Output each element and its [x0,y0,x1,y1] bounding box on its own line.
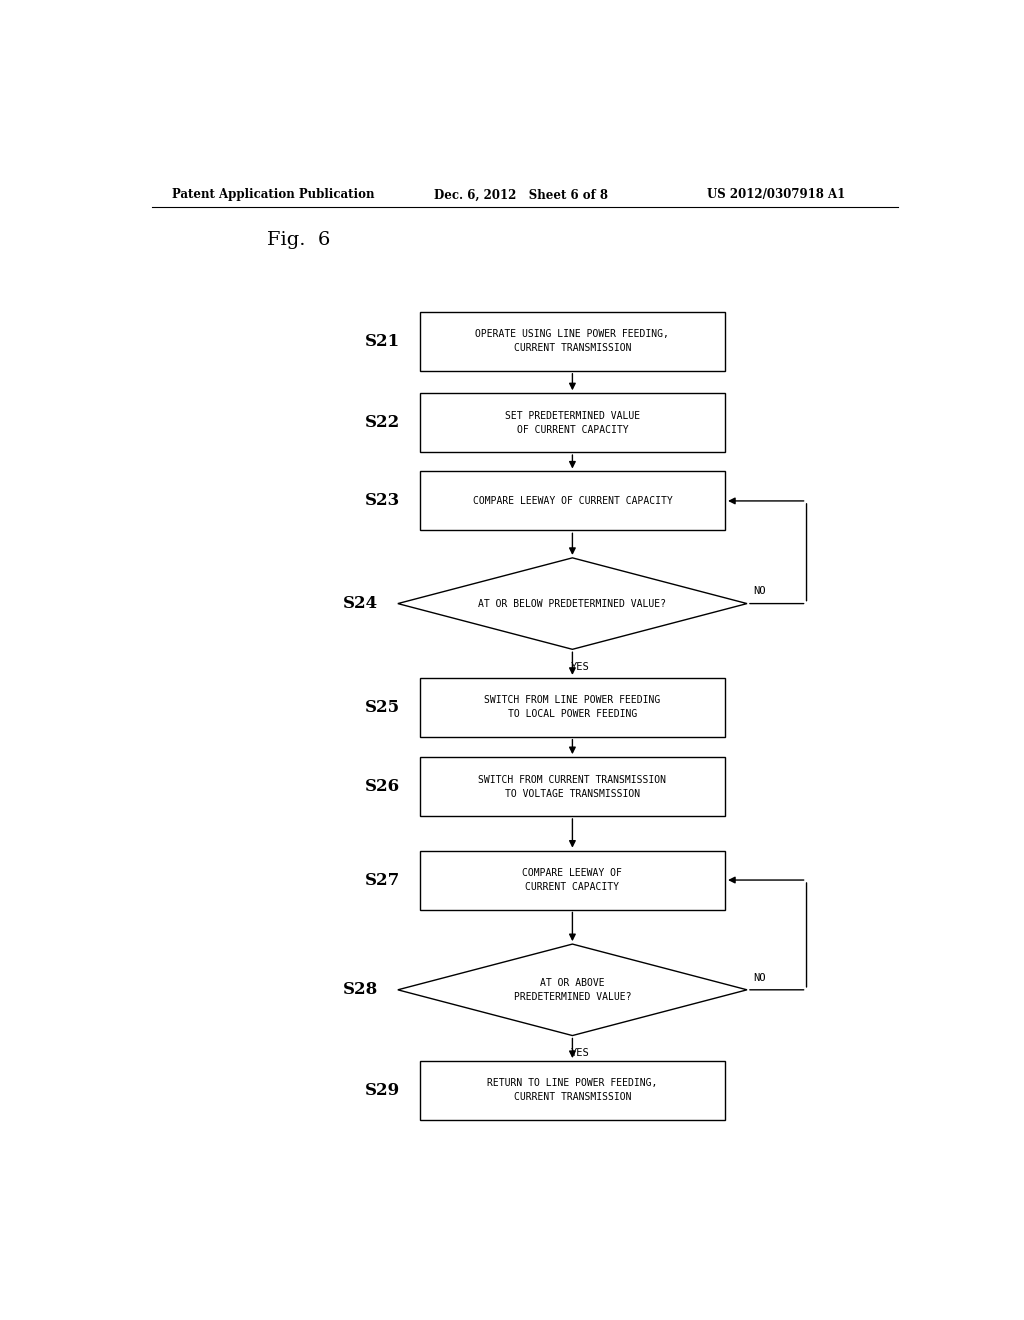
Text: S26: S26 [365,777,399,795]
Text: Dec. 6, 2012   Sheet 6 of 8: Dec. 6, 2012 Sheet 6 of 8 [433,189,607,202]
FancyBboxPatch shape [420,677,725,737]
FancyBboxPatch shape [420,393,725,453]
Text: NO: NO [754,973,766,982]
Text: S21: S21 [365,333,399,350]
Text: Fig.  6: Fig. 6 [267,231,331,248]
Text: S29: S29 [365,1082,399,1100]
FancyBboxPatch shape [420,471,725,531]
Text: S23: S23 [365,492,399,510]
Text: OPERATE USING LINE POWER FEEDING,
CURRENT TRANSMISSION: OPERATE USING LINE POWER FEEDING, CURREN… [475,330,670,354]
Text: Patent Application Publication: Patent Application Publication [172,189,374,202]
Text: COMPARE LEEWAY OF
CURRENT CAPACITY: COMPARE LEEWAY OF CURRENT CAPACITY [522,869,623,892]
Text: S22: S22 [365,414,399,432]
Text: SET PREDETERMINED VALUE
OF CURRENT CAPACITY: SET PREDETERMINED VALUE OF CURRENT CAPAC… [505,411,640,434]
Text: YES: YES [571,1048,590,1057]
Text: NO: NO [754,586,766,597]
Text: US 2012/0307918 A1: US 2012/0307918 A1 [708,189,846,202]
Text: S24: S24 [343,595,378,612]
Text: YES: YES [571,661,590,672]
Text: S28: S28 [343,981,378,998]
Text: SWITCH FROM CURRENT TRANSMISSION
TO VOLTAGE TRANSMISSION: SWITCH FROM CURRENT TRANSMISSION TO VOLT… [478,775,667,799]
Text: S25: S25 [365,698,399,715]
Text: AT OR BELOW PREDETERMINED VALUE?: AT OR BELOW PREDETERMINED VALUE? [478,598,667,609]
Text: COMPARE LEEWAY OF CURRENT CAPACITY: COMPARE LEEWAY OF CURRENT CAPACITY [472,496,673,506]
Polygon shape [398,944,748,1036]
Polygon shape [398,558,748,649]
FancyBboxPatch shape [420,312,725,371]
Text: RETURN TO LINE POWER FEEDING,
CURRENT TRANSMISSION: RETURN TO LINE POWER FEEDING, CURRENT TR… [487,1078,657,1102]
FancyBboxPatch shape [420,758,725,816]
Text: S27: S27 [365,871,399,888]
FancyBboxPatch shape [420,1061,725,1119]
Text: AT OR ABOVE
PREDETERMINED VALUE?: AT OR ABOVE PREDETERMINED VALUE? [514,978,631,1002]
Text: SWITCH FROM LINE POWER FEEDING
TO LOCAL POWER FEEDING: SWITCH FROM LINE POWER FEEDING TO LOCAL … [484,696,660,719]
FancyBboxPatch shape [420,850,725,909]
